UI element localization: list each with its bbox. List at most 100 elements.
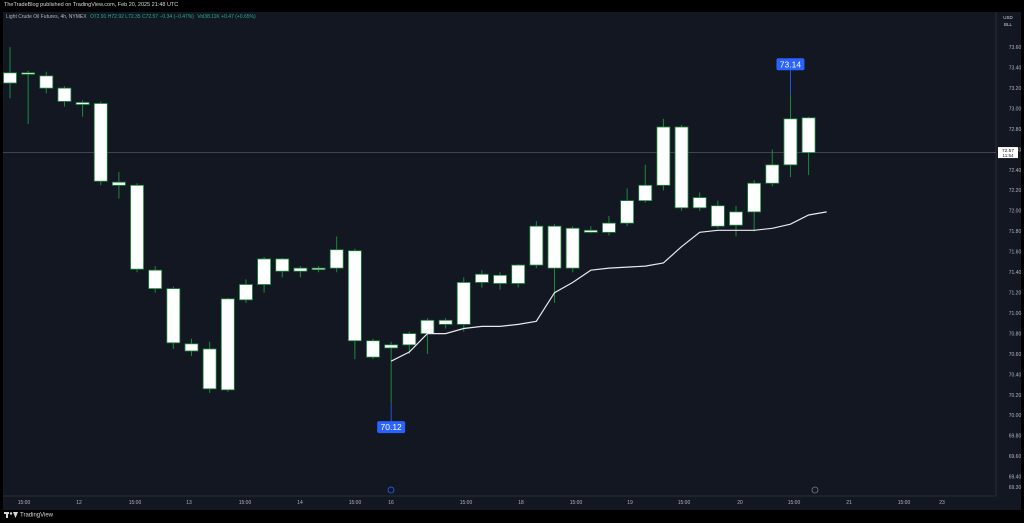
- y-tick-label: 72.40: [1009, 168, 1022, 174]
- ohlc-values: O72.91 H72.92 L72.35 C72.57 −0.34 (−0.47…: [89, 14, 194, 20]
- candle-body: [148, 269, 163, 289]
- candle-body: [692, 197, 707, 209]
- candle-body: [75, 102, 90, 105]
- candle-body: [474, 273, 489, 283]
- chart-panel[interactable]: [3, 12, 1021, 510]
- candle-body: [402, 333, 417, 346]
- tradingview-logo-icon: [4, 512, 18, 518]
- currency-label: USD: [1003, 15, 1013, 20]
- candle-body: [166, 288, 181, 344]
- y-tick-label: 73.20: [1009, 86, 1022, 92]
- x-tick-label: 13: [186, 500, 192, 506]
- candle-body: [420, 319, 435, 334]
- publisher-bar: TheTradeBlog published on TradingView.co…: [0, 0, 1024, 12]
- x-tick-label: 20: [737, 500, 743, 506]
- y-tick-label: 72.00: [1009, 209, 1022, 215]
- y-tick-label: 69.60: [1009, 454, 1022, 460]
- event-marker-icon: [811, 486, 819, 494]
- last-price-value: 72.57: [1002, 148, 1014, 154]
- unit-label: BLL: [1003, 22, 1012, 27]
- x-tick-label: 15:00: [129, 500, 142, 506]
- y-tick-label: 69.80: [1009, 434, 1022, 440]
- candle-body: [547, 225, 562, 269]
- candle-body: [583, 229, 598, 233]
- y-tick-label: 73.60: [1009, 45, 1022, 51]
- x-tick-label: 12: [76, 500, 82, 506]
- candle-body: [801, 117, 816, 153]
- candle-body: [456, 282, 471, 325]
- y-tick-label: 71.80: [1009, 229, 1022, 235]
- candle-body: [257, 258, 272, 285]
- candle-body: [220, 298, 235, 391]
- publisher-text: TheTradeBlog published on TradingView.co…: [4, 2, 179, 8]
- price-annotation-badge: [776, 58, 805, 71]
- candle-body: [184, 343, 199, 352]
- legend-line: Light Crude Oil Futures, 4h, NYMEX O72.9…: [6, 14, 258, 20]
- candle-body: [311, 267, 326, 271]
- candle-body: [130, 184, 144, 270]
- price-chart[interactable]: 73.6073.4073.2073.0072.8072.6072.4072.20…: [0, 0, 1024, 510]
- price-annotation-label: 73.14: [780, 59, 802, 69]
- y-tick-label: 72.20: [1009, 188, 1022, 194]
- y-tick-label: 70.80: [1009, 331, 1022, 337]
- candle-body: [329, 249, 344, 269]
- x-tick-label: 18: [518, 500, 524, 506]
- candle-body: [93, 103, 108, 182]
- y-tick-label: 70.40: [1009, 372, 1022, 378]
- x-tick-label: 15:00: [678, 500, 691, 506]
- candle-body: [21, 72, 36, 75]
- brand-label: TradingView: [20, 512, 54, 519]
- tradingview-logo: TradingView: [4, 512, 53, 519]
- currency-unit[interactable]: USD BLL: [1003, 14, 1013, 28]
- x-tick-label: 14: [297, 500, 303, 506]
- y-tick-label: 70.00: [1009, 413, 1022, 419]
- y-tick-label: 69.40: [1009, 475, 1022, 481]
- price-annotation-badge: [377, 421, 406, 434]
- x-tick-label: 15:00: [898, 500, 911, 506]
- candle-body: [765, 164, 780, 184]
- x-tick-label: 15:00: [349, 500, 362, 506]
- candle-body: [729, 211, 743, 226]
- y-tick-label: 71.00: [1009, 311, 1022, 317]
- x-tick-label: 23: [939, 500, 945, 506]
- y-tick-label: 71.40: [1009, 270, 1022, 276]
- candle-body: [3, 72, 17, 84]
- candle-body: [656, 126, 671, 186]
- candle-body: [57, 87, 72, 102]
- candle-body: [674, 126, 689, 209]
- event-marker-icon: [387, 486, 395, 494]
- candle-body: [710, 205, 725, 227]
- y-tick-label: 71.20: [1009, 290, 1022, 296]
- candle-body: [39, 75, 54, 89]
- bar-countdown: 11:54: [1003, 153, 1014, 158]
- candle-body: [384, 344, 399, 349]
- candle-body: [783, 118, 798, 166]
- candle-body: [511, 264, 526, 284]
- candle-body: [747, 182, 762, 213]
- candle-body: [493, 274, 507, 284]
- candle-body: [239, 284, 253, 301]
- candle-body: [366, 340, 380, 358]
- y-tick-label: 71.60: [1009, 250, 1022, 256]
- x-tick-label: 15:00: [239, 500, 252, 506]
- last-price-badge: [998, 147, 1018, 159]
- candle-body: [638, 184, 653, 202]
- candle-body: [293, 267, 308, 272]
- y-tick-label: 70.20: [1009, 393, 1022, 399]
- x-tick-label: 15:00: [18, 500, 31, 506]
- candle-body: [620, 200, 634, 224]
- candle-body: [112, 181, 126, 186]
- x-tick-label: 15:00: [460, 500, 473, 506]
- candle-body: [602, 222, 616, 233]
- y-tick-label: 69.30: [1009, 485, 1022, 491]
- candle-body: [565, 227, 580, 269]
- y-tick-label: 73.40: [1009, 65, 1022, 71]
- price-annotation-label: 70.12: [381, 422, 403, 432]
- x-tick-label: 15:00: [570, 500, 583, 506]
- symbol-name[interactable]: Light Crude Oil Futures, 4h, NYMEX: [6, 14, 87, 20]
- candle-body: [275, 258, 290, 272]
- volume-values: Vol38.11K +0.47 (+0.65%): [197, 14, 256, 20]
- candle-body: [202, 348, 217, 390]
- footer-bar: TradingView: [0, 510, 1024, 523]
